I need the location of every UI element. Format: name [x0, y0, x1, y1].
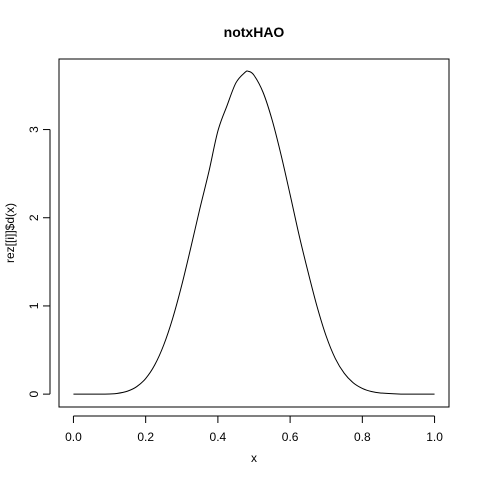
y-tick-label: 1: [27, 302, 41, 309]
chart-title: notxHAO: [224, 24, 285, 40]
plot-frame: [58, 58, 450, 408]
y-axis: 0 1 2 3: [27, 126, 51, 397]
y-axis-label: rez[[i]]$d(x): [3, 203, 17, 263]
x-tick-label: 0.4: [210, 430, 227, 444]
x-axis: 0.0 0.2 0.4 0.6 0.8 1.0: [65, 415, 443, 444]
y-tick-label: 0: [27, 390, 41, 397]
density-curve: [73, 70, 435, 395]
y-tick-label: 3: [27, 126, 41, 133]
x-tick-label: 0.0: [65, 430, 82, 444]
x-tick-label: 1.0: [426, 430, 443, 444]
series-layer: [73, 70, 435, 395]
y-tick-label: 2: [27, 214, 41, 221]
x-tick-label: 0.8: [354, 430, 371, 444]
x-tick-label: 0.2: [137, 430, 154, 444]
x-tick-label: 0.6: [282, 430, 299, 444]
x-axis-label: x: [251, 451, 257, 465]
